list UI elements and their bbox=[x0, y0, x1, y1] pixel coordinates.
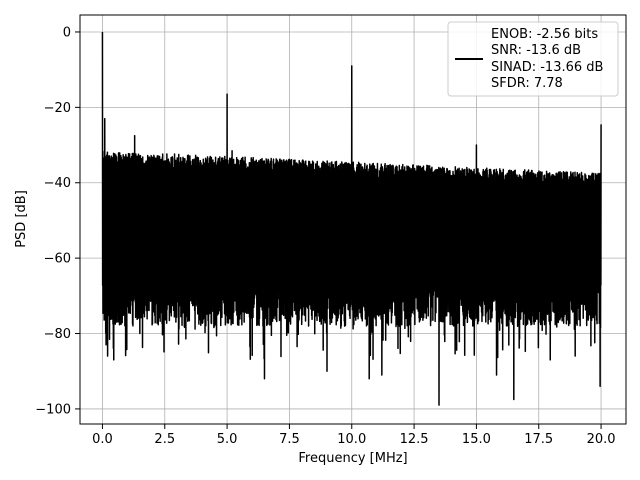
plot-frame bbox=[79, 14, 627, 425]
x-axis: 0.0 2.5 5.0 7.5 10.0 12.5 15.0 17.5 20.0 bbox=[92, 424, 616, 447]
x-tick-label: 17.5 bbox=[524, 432, 553, 447]
y-tick-label: 0 bbox=[63, 25, 71, 40]
y-tick-label: −80 bbox=[44, 327, 71, 342]
legend-entry-sinad: SINAD: -13.66 dB bbox=[491, 60, 603, 75]
x-tick-label: 2.5 bbox=[154, 432, 175, 447]
x-tick-label: 20.0 bbox=[587, 432, 616, 447]
x-tick-label: 15.0 bbox=[462, 432, 491, 447]
legend-entry-enob: ENOB: -2.56 bits bbox=[491, 27, 598, 42]
y-axis-label: PSD [dB] bbox=[14, 190, 29, 248]
y-axis: 0 −20 −40 −60 −80 −100 bbox=[35, 25, 80, 417]
x-tick-label: 12.5 bbox=[400, 432, 429, 447]
y-tick-label: −40 bbox=[44, 176, 71, 191]
x-axis-label: Frequency [MHz] bbox=[298, 451, 407, 466]
x-tick-label: 5.0 bbox=[217, 432, 238, 447]
x-tick-label: 10.0 bbox=[337, 432, 366, 447]
y-tick-label: −100 bbox=[35, 402, 71, 417]
y-tick-label: −60 bbox=[44, 252, 71, 267]
legend-entry-sfdr: SFDR: 7.78 bbox=[491, 76, 563, 91]
psd-line bbox=[101, 31, 602, 406]
legend-box bbox=[447, 21, 619, 97]
legend: ENOB: -2.56 bits SNR: -13.6 dB SINAD: -1… bbox=[447, 21, 619, 97]
x-tick-label: 0.0 bbox=[92, 432, 113, 447]
legend-entry-snr: SNR: -13.6 dB bbox=[491, 43, 581, 58]
psd-series bbox=[101, 31, 602, 406]
x-tick-label: 7.5 bbox=[279, 432, 300, 447]
y-tick-label: −20 bbox=[44, 101, 71, 116]
